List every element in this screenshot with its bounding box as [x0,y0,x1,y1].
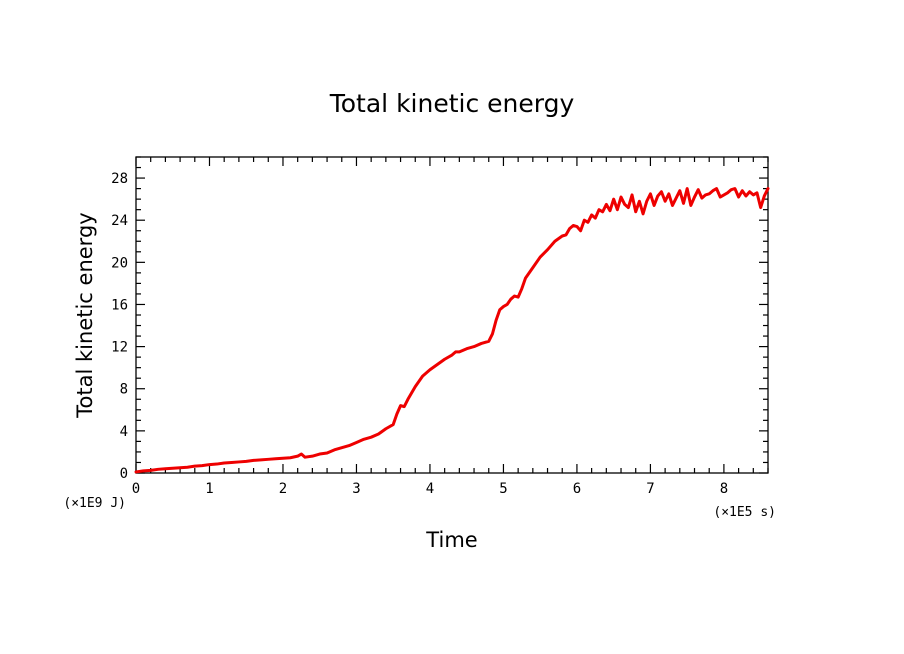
x-tick-label: 4 [426,481,434,497]
y-tick-label: 12 [111,340,128,356]
series-line-0 [134,187,770,474]
y-tick-label: 28 [111,171,128,187]
y-tick-label: 4 [120,424,128,440]
axis-ticks [135,156,769,474]
y-tick-label: 20 [111,255,128,271]
x-tick-label: 0 [132,481,140,497]
y-tick-label: 16 [111,297,128,313]
y-axis-multiplier: (×1E9 J) [63,496,126,511]
x-tick-label: 3 [352,481,360,497]
y-axis-label: Total kinetic energy [73,212,97,418]
chart-title: Total kinetic energy [329,89,575,118]
x-tick-label: 5 [499,481,507,497]
y-tick-label: 0 [120,466,128,482]
data-series [134,187,770,474]
x-tick-label: 6 [573,481,581,497]
x-axis-label: Time [425,528,477,552]
y-tick-label: 24 [111,213,128,229]
x-tick-label: 2 [279,481,287,497]
x-tick-label: 7 [646,481,654,497]
x-tick-label: 8 [720,481,728,497]
y-tick-label: 8 [120,382,128,398]
x-axis-multiplier: (×1E5 s) [713,505,776,520]
x-tick-label: 1 [205,481,213,497]
